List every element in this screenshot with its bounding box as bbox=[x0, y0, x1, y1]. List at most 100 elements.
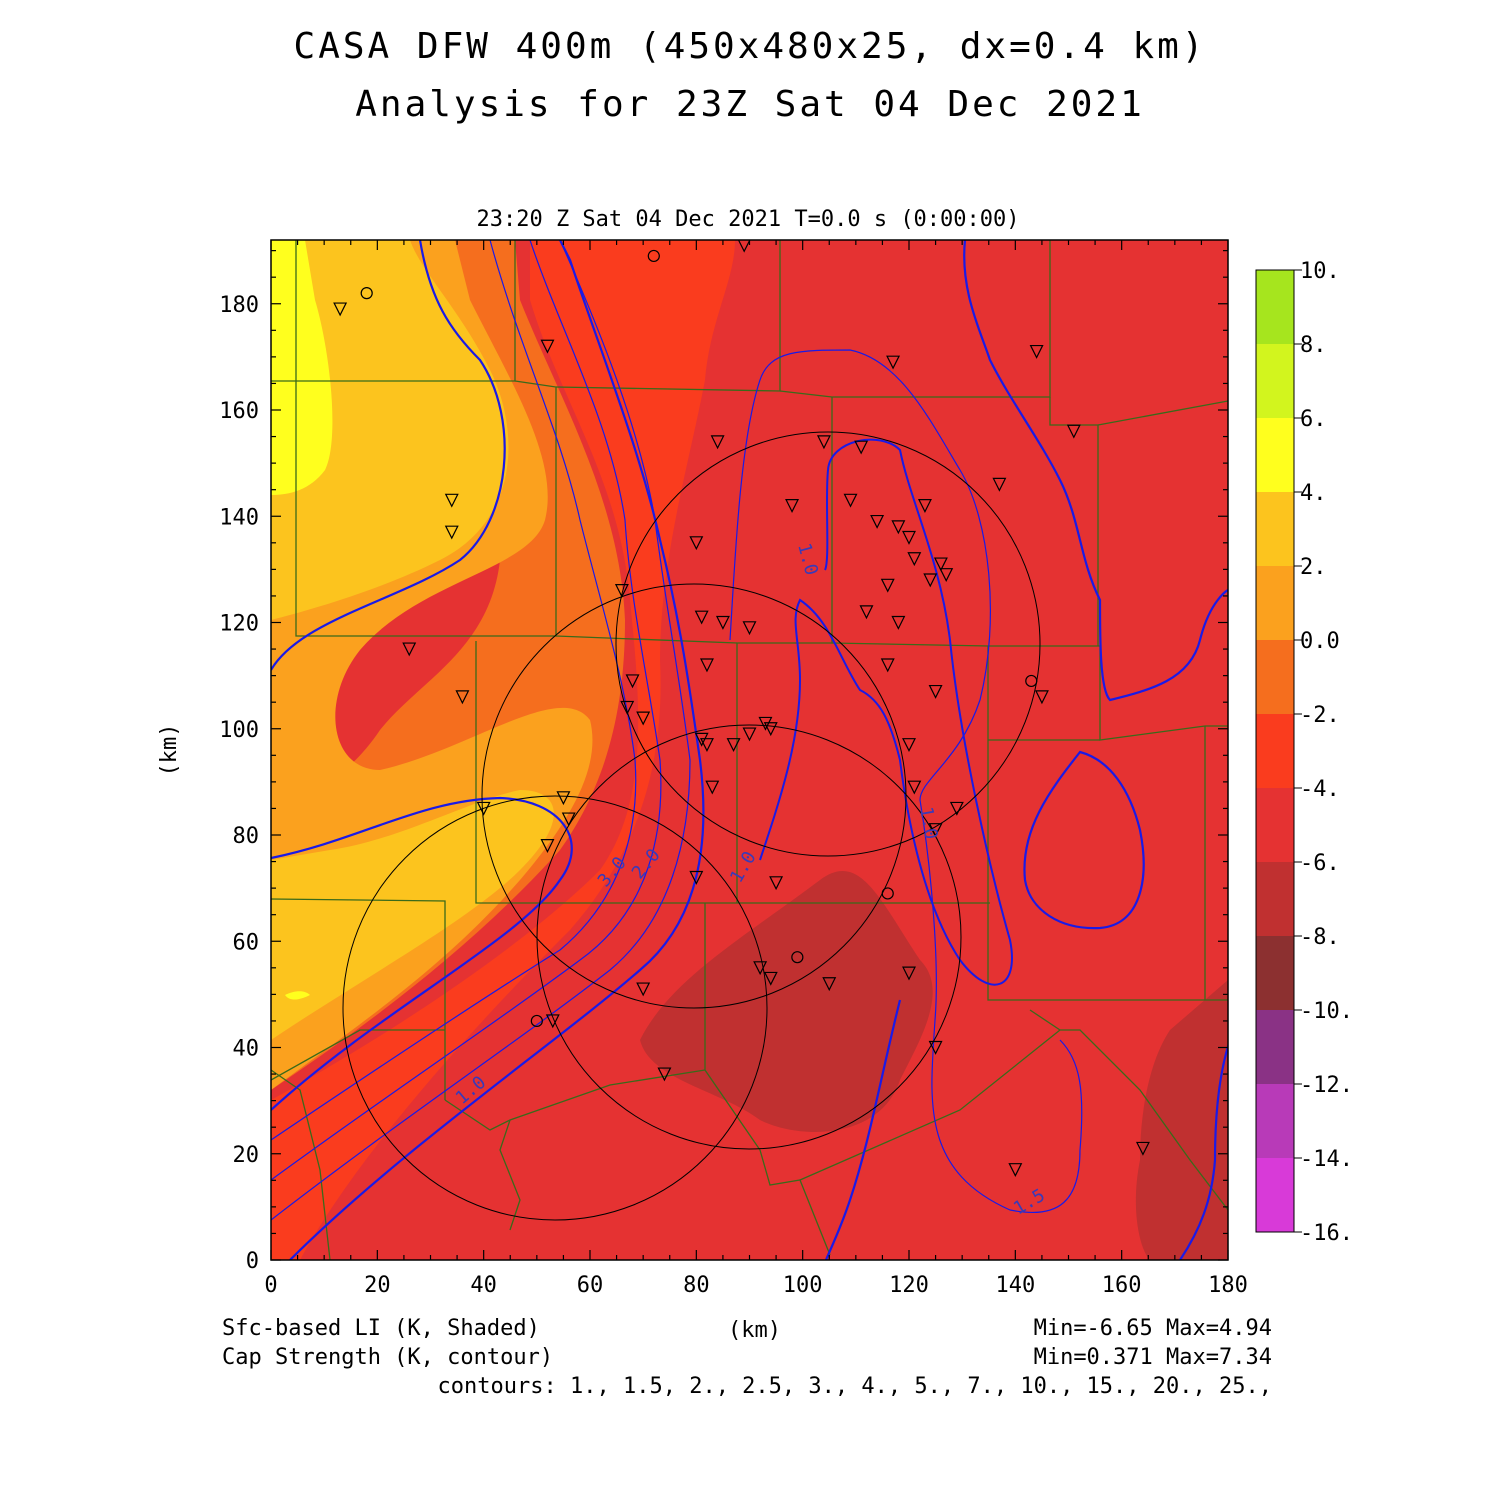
axis-tick-labels: 0 20 40 60 80 100 120 140 160 180 0 20 40 60 80 100 120 1… bbox=[219, 293, 1248, 1298]
colorbar-label: 2. bbox=[1300, 555, 1327, 580]
station-triangle-marker bbox=[715, 615, 730, 630]
y-tick-label: 120 bbox=[219, 612, 259, 637]
station-triangle-marker bbox=[625, 674, 640, 689]
colorbar-label: 10. bbox=[1300, 259, 1340, 284]
station-triangle-marker bbox=[928, 823, 943, 838]
colorbar-label: -12. bbox=[1300, 1073, 1353, 1098]
cap-contour-1.5-large bbox=[729, 349, 1083, 1214]
footer-li-minmax: Min=-6.65 Max=4.94 bbox=[1033, 1316, 1272, 1341]
station-triangle-marker bbox=[816, 435, 831, 450]
station-triangle-marker bbox=[444, 525, 459, 540]
station-triangle-marker bbox=[859, 605, 874, 620]
x-tick-label: 100 bbox=[783, 1273, 823, 1298]
x-tick-label: 120 bbox=[889, 1273, 929, 1298]
station-triangle-marker bbox=[726, 738, 741, 753]
colorbar-label: -2. bbox=[1300, 703, 1340, 728]
station-triangle-marker bbox=[891, 520, 906, 535]
station-triangle-marker bbox=[891, 615, 906, 630]
y-tick-label: 40 bbox=[233, 1037, 260, 1062]
colorbar-label: -8. bbox=[1300, 925, 1340, 950]
x-tick-label: 160 bbox=[1102, 1273, 1142, 1298]
colorbar-swatch bbox=[1256, 566, 1294, 640]
cap-contour-1.0-main bbox=[289, 240, 705, 1260]
valid-time-subtitle: 23:20 Z Sat 04 Dec 2021 T=0.0 s (0:00:00… bbox=[476, 207, 1019, 232]
x-tick-label: 140 bbox=[995, 1273, 1035, 1298]
colorbar-swatch bbox=[1256, 418, 1294, 492]
colorbar-swatch bbox=[1256, 714, 1294, 788]
station-triangle-marker bbox=[657, 1067, 672, 1082]
station-triangle-marker bbox=[699, 658, 714, 673]
station-triangle-marker bbox=[689, 536, 704, 551]
colorbar-swatch bbox=[1256, 270, 1294, 344]
station-triangle-marker bbox=[923, 573, 938, 588]
station-triangle-marker bbox=[694, 732, 709, 747]
cap-contour-1.0-east bbox=[1179, 1042, 1228, 1260]
station-triangle-marker bbox=[737, 240, 751, 253]
y-tick-label: 180 bbox=[219, 293, 259, 318]
colorbar-label: 8. bbox=[1300, 333, 1327, 358]
cap-contour-1.0-ring bbox=[1023, 750, 1145, 930]
station-triangle-marker bbox=[710, 435, 725, 450]
radar-ring bbox=[615, 431, 1041, 857]
station-triangle-marker bbox=[758, 716, 773, 731]
y-tick-label: 80 bbox=[233, 824, 260, 849]
station-triangle-marker bbox=[939, 568, 954, 583]
cap-contour-1.0-south bbox=[824, 999, 902, 1260]
station-triangle-marker bbox=[822, 977, 837, 992]
station-triangle-marker bbox=[694, 610, 709, 625]
y-tick-label: 100 bbox=[219, 718, 259, 743]
radar-ring bbox=[342, 795, 768, 1221]
footer-contour-list: contours: 1., 1.5, 2., 2.5, 3., 4., 5., … bbox=[437, 1374, 1272, 1399]
station-triangle-marker bbox=[455, 690, 470, 705]
station-triangle-marker bbox=[949, 801, 964, 816]
colorbar-swatch bbox=[1256, 1010, 1294, 1084]
station-triangle-marker bbox=[854, 440, 869, 455]
colorbar-label: 4. bbox=[1300, 481, 1327, 506]
cap-contour-1.5 bbox=[271, 240, 691, 1221]
y-tick-label: 140 bbox=[219, 505, 259, 530]
station-triangle-marker bbox=[907, 780, 922, 795]
radar-ring bbox=[536, 724, 962, 1150]
station-triangle-marker bbox=[769, 876, 784, 891]
x-axis-label: (km) bbox=[728, 1318, 781, 1343]
station-triangle-marker bbox=[880, 578, 895, 593]
colorbar-swatch bbox=[1256, 492, 1294, 566]
station-circle-marker bbox=[881, 887, 894, 900]
station-triangle-marker bbox=[763, 722, 778, 737]
li-band-4 bbox=[271, 240, 333, 495]
li-band-2 bbox=[271, 790, 554, 1040]
station-triangle-marker bbox=[1135, 1141, 1150, 1156]
x-tick-label: 60 bbox=[577, 1273, 604, 1298]
colorbar-label: -10. bbox=[1300, 999, 1353, 1024]
station-triangle-marker bbox=[476, 801, 491, 816]
station-triangle-marker bbox=[561, 812, 576, 827]
station-triangle-marker bbox=[928, 684, 943, 699]
colorbar-swatch bbox=[1256, 344, 1294, 418]
station-circle-marker bbox=[791, 951, 804, 964]
station-triangle-marker bbox=[689, 870, 704, 885]
footer-cap-label: Cap Strength (K, contour) bbox=[222, 1345, 554, 1370]
li-band-minus4 bbox=[271, 240, 735, 1260]
cap-contour-1.0-inner bbox=[759, 438, 1013, 986]
colorbar-swatch bbox=[1256, 1084, 1294, 1158]
station-triangle-marker bbox=[753, 961, 768, 976]
station-circle-marker bbox=[647, 249, 660, 263]
y-axis-label: (km) bbox=[157, 724, 182, 777]
station-triangle-marker bbox=[333, 302, 348, 317]
station-triangle-marker bbox=[742, 727, 757, 742]
station-triangle-marker bbox=[907, 552, 922, 567]
station-triangle-marker bbox=[870, 514, 885, 529]
cap-strength-contours bbox=[271, 240, 1228, 1260]
li-band-minus6 bbox=[640, 871, 933, 1132]
station-triangle-marker bbox=[545, 1014, 560, 1029]
colorbar-swatch bbox=[1256, 1158, 1294, 1232]
cap-contour-1.0-sw bbox=[271, 796, 573, 1111]
station-triangle-marker bbox=[540, 339, 555, 354]
cap-contour-1.0-ne bbox=[963, 240, 1228, 702]
li-band-minus6-east bbox=[1135, 980, 1228, 1260]
station-triangle-marker bbox=[928, 1040, 943, 1055]
station-triangle-marker bbox=[902, 530, 916, 545]
cap-contour-2.0 bbox=[271, 240, 662, 1181]
station-triangle-marker bbox=[902, 966, 916, 981]
